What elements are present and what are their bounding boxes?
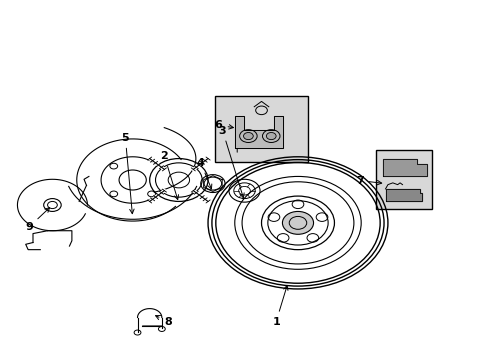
Text: 2: 2	[160, 150, 178, 199]
FancyBboxPatch shape	[375, 150, 431, 208]
Circle shape	[282, 211, 313, 234]
Text: 3: 3	[218, 126, 244, 198]
Text: 9: 9	[25, 208, 49, 232]
Circle shape	[266, 132, 276, 140]
Text: 6: 6	[214, 120, 233, 130]
Text: 4: 4	[196, 158, 211, 189]
FancyBboxPatch shape	[215, 96, 307, 162]
Circle shape	[243, 132, 253, 140]
Text: 8: 8	[155, 316, 172, 327]
Polygon shape	[385, 189, 421, 202]
Text: 5: 5	[122, 133, 134, 213]
Polygon shape	[382, 158, 426, 176]
Text: 7: 7	[355, 176, 381, 185]
Text: 1: 1	[272, 285, 287, 327]
Polygon shape	[234, 116, 283, 148]
